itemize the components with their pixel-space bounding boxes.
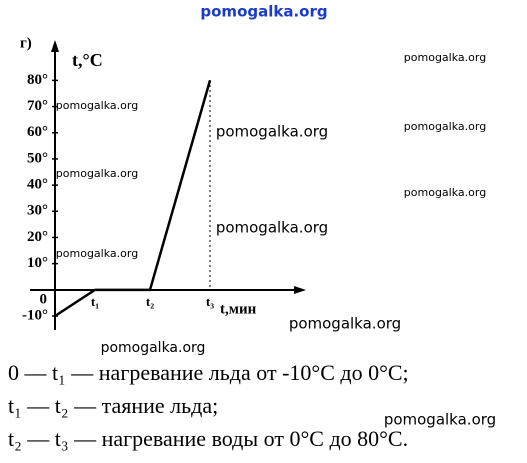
y-tick-label: 80° <box>27 72 48 88</box>
y-arrow <box>51 40 59 52</box>
y-tick-label: 50° <box>27 150 48 166</box>
watermark: pomogalka.org <box>216 123 328 141</box>
y-tick-label: 70° <box>27 98 48 114</box>
watermark: pomogalka.org <box>101 340 206 356</box>
watermark: pomogalka.org <box>289 315 401 333</box>
y-tick-label: 30° <box>27 203 48 219</box>
caption-line: t₂ — t₃ — нагревание воды от 0°C до 80°C… <box>8 426 408 451</box>
y-tick-label: 10° <box>27 255 48 271</box>
y-axis-label: t,°C <box>72 50 103 70</box>
x-tick-label: t₁ <box>91 294 99 309</box>
y-tick-label: 60° <box>27 124 48 140</box>
x-axis-label: t,мин <box>220 301 257 317</box>
watermark: pomogalka.org <box>56 99 138 112</box>
watermark: pomogalka.org <box>404 51 486 64</box>
caption-line: 0 — t₁ — нагревание льда от -10°C до 0°C… <box>8 360 409 385</box>
watermark: pomogalka.org <box>56 247 138 260</box>
y-tick-label: 40° <box>27 177 48 193</box>
caption-line: t₁ — t₂ — таяние льда; <box>8 393 218 418</box>
y-tick-label: 0 <box>40 291 48 307</box>
x-tick-label: t₃ <box>206 294 214 309</box>
panel-label: г) <box>20 35 32 51</box>
y-tick-label: -10° <box>22 307 48 323</box>
watermark: pomogalka.org <box>216 219 328 237</box>
watermark: pomogalka.org <box>200 3 327 21</box>
x-arrow <box>294 286 306 294</box>
y-tick-label: 20° <box>27 229 48 245</box>
watermark: pomogalka.org <box>404 120 486 133</box>
x-tick-label: t₂ <box>146 294 154 309</box>
watermark: pomogalka.org <box>56 167 138 180</box>
data-line <box>54 80 212 318</box>
watermark: pomogalka.org <box>384 411 496 429</box>
watermark: pomogalka.org <box>404 186 486 199</box>
